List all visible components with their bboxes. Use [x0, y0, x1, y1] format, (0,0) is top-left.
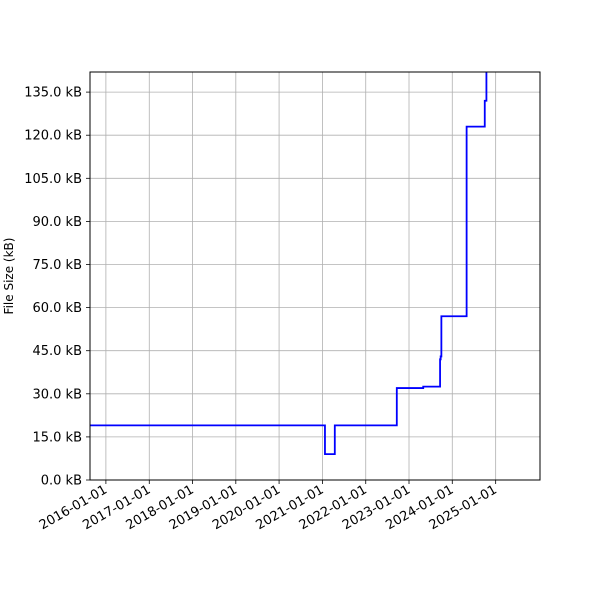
x-axis-ticks: 2016-01-012017-01-012018-01-012019-01-01…	[37, 480, 500, 533]
y-axis-ticks: 0.0 kB 15.0 kB 30.0 kB 45.0 kB 60.0 kB 75.0 k…	[24, 86, 90, 489]
series-line	[90, 72, 488, 456]
y-tick-label: 45.0 kB	[32, 344, 82, 359]
x-gridlines	[105, 72, 497, 480]
y-axis-label: File Size (kB)	[2, 238, 16, 315]
y-gridlines	[90, 91, 540, 481]
y-tick-label: 135.0 kB	[24, 86, 82, 101]
y-tick-label: 90.0 kB	[32, 215, 82, 230]
y-tick-label: 30.0 kB	[32, 387, 82, 402]
plot-lines	[90, 72, 488, 456]
y-tick-label: 0.0 kB	[41, 474, 82, 489]
plot-frame	[89, 71, 541, 481]
y-tick-label: 60.0 kB	[32, 301, 82, 316]
y-tick-label: 120.0 kB	[24, 129, 82, 144]
y-tick-label: 105.0 kB	[24, 172, 82, 187]
y-tick-label: 75.0 kB	[32, 258, 82, 273]
y-tick-label: 15.0 kB	[32, 430, 82, 445]
